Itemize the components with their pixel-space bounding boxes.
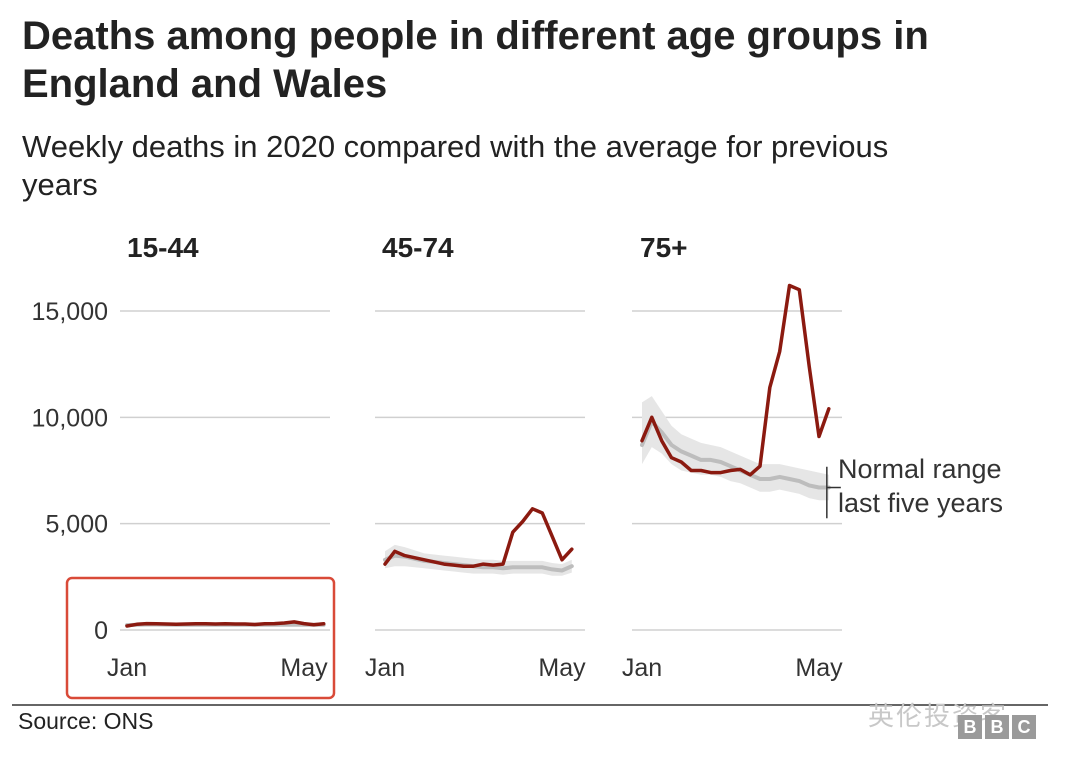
source-note: Source: ONS — [18, 708, 154, 734]
panel-title: 75+ — [640, 232, 688, 263]
deaths-2020-line — [383, 507, 574, 568]
x-tick-label: May — [280, 654, 328, 682]
y-tick-label: 15,000 — [32, 298, 108, 326]
panel-title: 15-44 — [127, 232, 199, 263]
highlight-box — [65, 576, 336, 700]
bbc-logo-letter: B — [958, 715, 982, 739]
bbc-logo: B B C — [958, 715, 1036, 739]
deaths-2020-line — [640, 283, 831, 477]
x-tick-label: May — [538, 654, 586, 682]
wechat-watermark: 英伦投资客 — [868, 701, 1009, 731]
legend-annotation-text: Normal range — [838, 454, 1002, 484]
deaths-2020-line — [125, 620, 326, 628]
chart-title: Deaths among people in different age gro… — [22, 14, 929, 106]
y-tick-label: 0 — [94, 617, 108, 645]
normal-range-band — [642, 396, 829, 501]
chart-subtitle: Weekly deaths in 2020 compared with the … — [22, 129, 889, 202]
x-tick-label: Jan — [365, 654, 405, 682]
x-tick-label: Jan — [622, 654, 662, 682]
x-tick-label: Jan — [107, 654, 147, 682]
y-tick-label: 5,000 — [45, 511, 108, 539]
x-tick-label: May — [795, 654, 843, 682]
panel-title: 45-74 — [382, 232, 454, 263]
legend-annotation-text: last five years — [838, 488, 1003, 518]
bbc-logo-letter: C — [1012, 715, 1036, 739]
bbc-logo-letter: B — [985, 715, 1009, 739]
y-tick-label: 10,000 — [32, 404, 108, 432]
